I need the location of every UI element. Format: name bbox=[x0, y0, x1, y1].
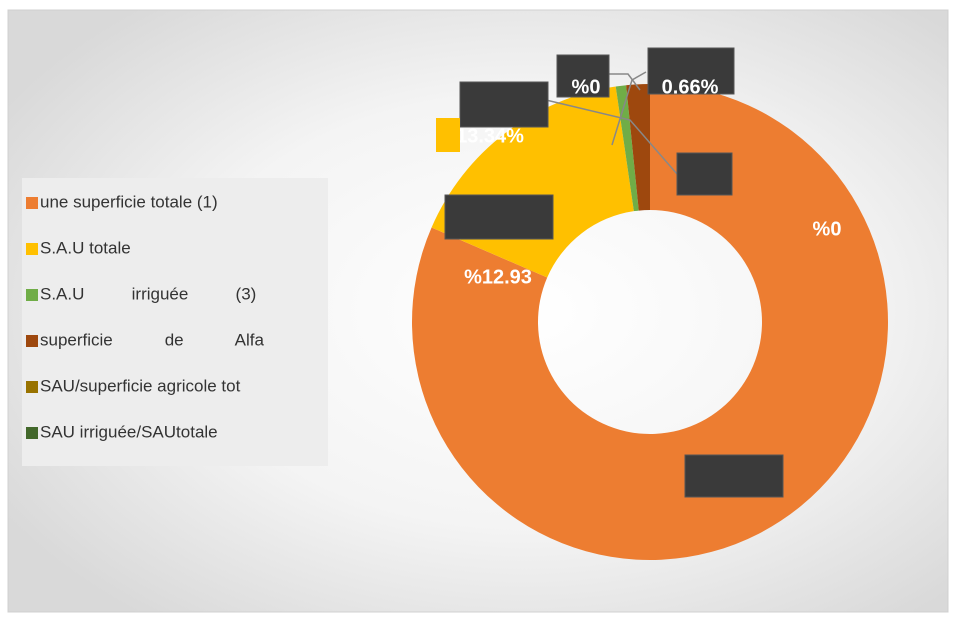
legend-label: SAU/superficie agricole tot bbox=[40, 376, 241, 395]
data-label: %12.93 bbox=[464, 266, 532, 288]
data-label: 0.66% bbox=[662, 76, 719, 98]
leader-line bbox=[611, 71, 647, 146]
label-box bbox=[684, 454, 784, 498]
legend-label: SAU irriguée/SAUtotale bbox=[40, 422, 218, 441]
label-box bbox=[647, 47, 735, 95]
legend-swatch bbox=[26, 289, 38, 301]
legend-box bbox=[22, 178, 328, 466]
label-box bbox=[444, 194, 554, 240]
legend-swatch bbox=[26, 197, 38, 209]
legend-swatch bbox=[26, 243, 38, 255]
legend-label: S.A.U irriguée (3) bbox=[40, 284, 256, 303]
label-box bbox=[459, 81, 549, 128]
leader-line bbox=[545, 99, 678, 175]
data-label: %0 bbox=[813, 218, 842, 240]
donut-slice bbox=[626, 84, 650, 211]
label-box bbox=[436, 118, 460, 152]
label-box bbox=[556, 54, 610, 98]
legend-swatch bbox=[26, 427, 38, 439]
legend-label: S.A.U totale bbox=[40, 238, 131, 257]
donut-slice bbox=[412, 84, 888, 560]
legend-swatch bbox=[26, 381, 38, 393]
legend-swatch bbox=[26, 335, 38, 347]
data-label: 13.34% bbox=[456, 125, 524, 147]
legend-label: une superficie totale (1) bbox=[40, 192, 218, 211]
data-label: %0 bbox=[572, 76, 601, 98]
legend-label: superficie de Alfa bbox=[40, 330, 264, 349]
label-box bbox=[676, 152, 733, 196]
